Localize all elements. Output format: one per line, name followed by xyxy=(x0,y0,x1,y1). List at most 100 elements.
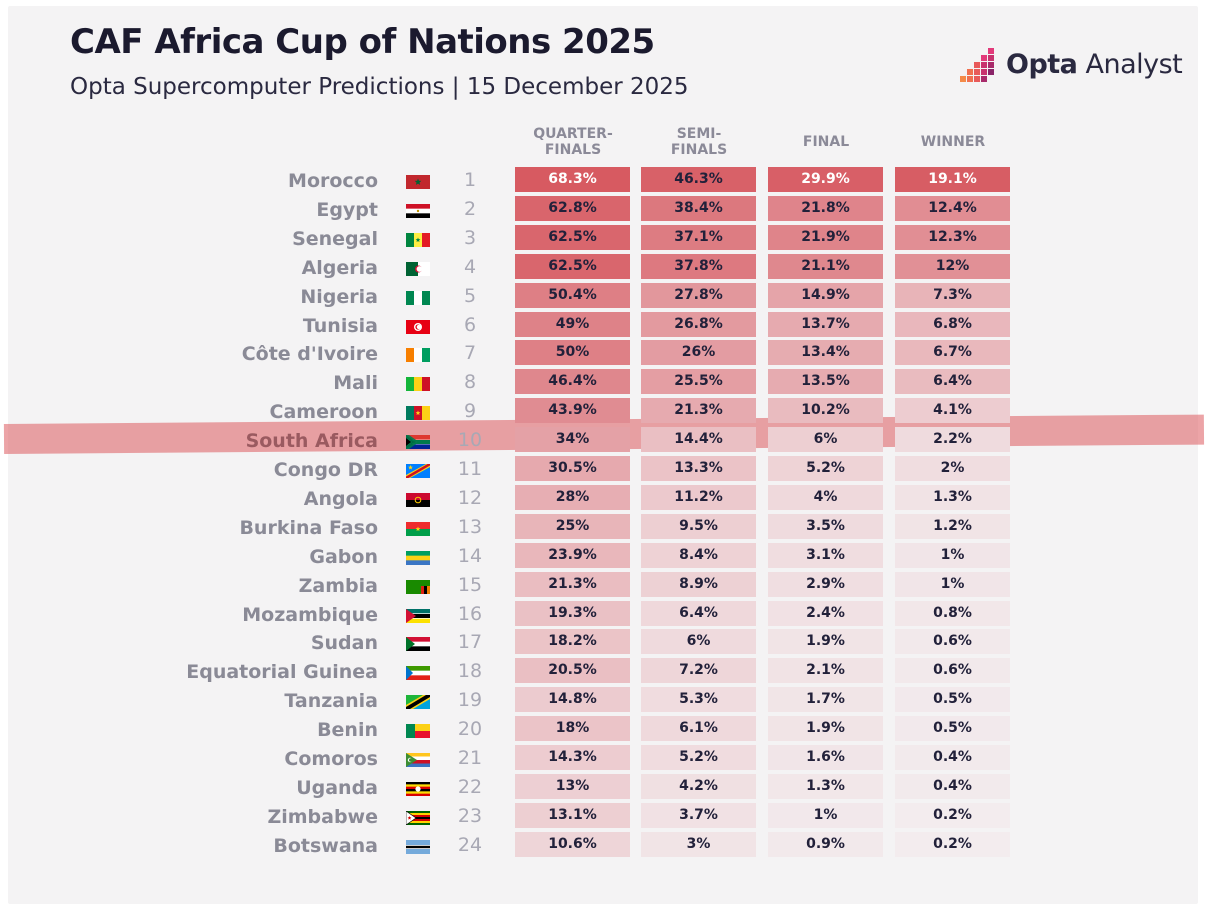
team-name: Senegal xyxy=(292,227,378,250)
probability-cell: 0.6% xyxy=(895,629,1010,655)
probability-cell: 1.7% xyxy=(768,687,883,713)
probability-cell: 13% xyxy=(515,773,630,799)
probability-cell: 18% xyxy=(515,716,630,742)
team-name: Tanzania xyxy=(284,690,378,713)
team-name: Tunisia xyxy=(302,314,378,337)
chart-title: CAF Africa Cup of Nations 2025 xyxy=(70,22,655,62)
probability-cell: 27.8% xyxy=(641,282,756,308)
flag-comoros-icon xyxy=(406,752,430,768)
probability-cell: 18.2% xyxy=(515,629,630,655)
probability-cell: 50% xyxy=(515,340,630,366)
probability-cell: 10.2% xyxy=(768,398,883,424)
probability-cell: 62.8% xyxy=(515,195,630,221)
probability-cell: 1% xyxy=(895,542,1010,568)
team-name: Cameroon xyxy=(269,401,378,424)
probability-cell: 6.4% xyxy=(895,369,1010,395)
probability-cell: 3.7% xyxy=(641,802,756,828)
probability-cell: 1.9% xyxy=(768,716,883,742)
rank-number: 24 xyxy=(457,833,483,856)
probability-cell: 6% xyxy=(768,427,883,453)
probability-cell: 26.8% xyxy=(641,311,756,337)
probability-cell: 1.6% xyxy=(768,745,883,770)
probability-cell: 0.5% xyxy=(895,716,1010,742)
rank-number: 8 xyxy=(463,371,477,394)
brand-name: Opta Analyst xyxy=(1006,48,1183,80)
probability-cell: 12.3% xyxy=(895,224,1010,250)
column-header: QUARTER- FINALS xyxy=(515,126,631,158)
probability-cell: 8.4% xyxy=(641,542,756,568)
column-header-line: SEMI- xyxy=(676,126,722,142)
rank-number: 21 xyxy=(457,747,483,769)
flag-cameroon-icon xyxy=(406,405,431,421)
probability-cell: 4% xyxy=(768,484,883,510)
flag-equatorial-guinea-icon xyxy=(406,665,430,681)
brand-logo: Opta Analyst xyxy=(960,42,1183,86)
probability-cell: 0.9% xyxy=(768,831,883,857)
flag-mozambique-icon xyxy=(406,608,430,623)
flag-cote-divoire-icon xyxy=(406,347,431,363)
probability-cell: 1.3% xyxy=(768,773,883,799)
probability-cell: 2% xyxy=(895,456,1010,481)
probability-cell: 5.3% xyxy=(641,687,756,713)
flag-south-africa-icon xyxy=(406,434,430,450)
flag-sudan-icon xyxy=(406,636,430,652)
probability-cell: 25.5% xyxy=(641,369,756,395)
rank-number: 3 xyxy=(463,226,477,249)
flag-nigeria-icon xyxy=(406,290,431,305)
rank-number: 16 xyxy=(457,602,483,625)
flag-uganda-icon xyxy=(406,781,430,797)
probability-cell: 37.8% xyxy=(641,253,756,279)
probability-cell: 68.3% xyxy=(515,167,630,192)
team-name: Mali xyxy=(333,372,378,395)
probability-cell: 7.3% xyxy=(895,282,1010,308)
rank-number: 22 xyxy=(457,775,483,798)
probability-cell: 43.9% xyxy=(515,398,630,424)
probability-cell: 2.9% xyxy=(768,571,883,597)
probability-cell: 21.3% xyxy=(641,398,756,424)
team-name: Egypt xyxy=(316,198,378,221)
rank-number: 4 xyxy=(463,255,477,278)
probability-cell: 4.1% xyxy=(895,398,1010,424)
flag-algeria-icon xyxy=(406,261,431,276)
team-name: Zambia xyxy=(298,574,378,597)
probability-cell: 6% xyxy=(641,629,756,655)
flag-zambia-icon xyxy=(406,579,430,594)
probability-cell: 5.2% xyxy=(641,745,756,770)
probability-cell: 46.4% xyxy=(515,369,630,395)
probability-cell: 2.1% xyxy=(768,658,883,684)
team-name: Burkina Faso xyxy=(239,516,378,539)
probability-cell: 0.2% xyxy=(895,802,1010,828)
probability-cell: 23.9% xyxy=(515,542,630,568)
team-name: Equatorial Guinea xyxy=(186,661,378,684)
probability-cell: 0.2% xyxy=(895,831,1010,857)
flag-zimbabwe-icon xyxy=(405,810,430,826)
probability-cell: 0.8% xyxy=(895,600,1010,626)
probability-cell: 14.4% xyxy=(641,427,756,453)
team-name: Gabon xyxy=(309,545,378,568)
probability-cell: 37.1% xyxy=(641,224,756,250)
probability-cell: 6.1% xyxy=(641,716,756,742)
rank-number: 5 xyxy=(463,284,477,307)
probability-cell: 38.4% xyxy=(641,195,756,221)
probability-cell: 6.8% xyxy=(895,311,1010,337)
team-name: Sudan xyxy=(310,632,378,655)
probability-cell: 1% xyxy=(768,802,883,828)
probability-cell: 3.1% xyxy=(768,542,883,568)
rank-number: 6 xyxy=(463,313,477,336)
probability-cell: 50.4% xyxy=(515,282,630,308)
rank-number: 23 xyxy=(457,804,483,827)
team-name: Zimbabwe xyxy=(267,805,378,828)
flag-burkina-faso-icon xyxy=(406,521,430,537)
team-name: South Africa xyxy=(245,430,378,453)
column-header-line: FINALS xyxy=(670,142,728,158)
probability-cell: 14.9% xyxy=(768,282,883,308)
rank-number: 9 xyxy=(463,400,477,423)
probability-cell: 5.2% xyxy=(768,456,883,481)
probability-cell: 2.4% xyxy=(768,600,883,626)
probability-cell: 21.8% xyxy=(768,195,883,221)
probability-cell: 7.2% xyxy=(641,658,756,684)
probability-cell: 14.3% xyxy=(515,745,630,770)
team-name: Benin xyxy=(317,719,378,742)
flag-tunisia-icon xyxy=(406,319,430,334)
probability-cell: 9.5% xyxy=(641,513,756,539)
